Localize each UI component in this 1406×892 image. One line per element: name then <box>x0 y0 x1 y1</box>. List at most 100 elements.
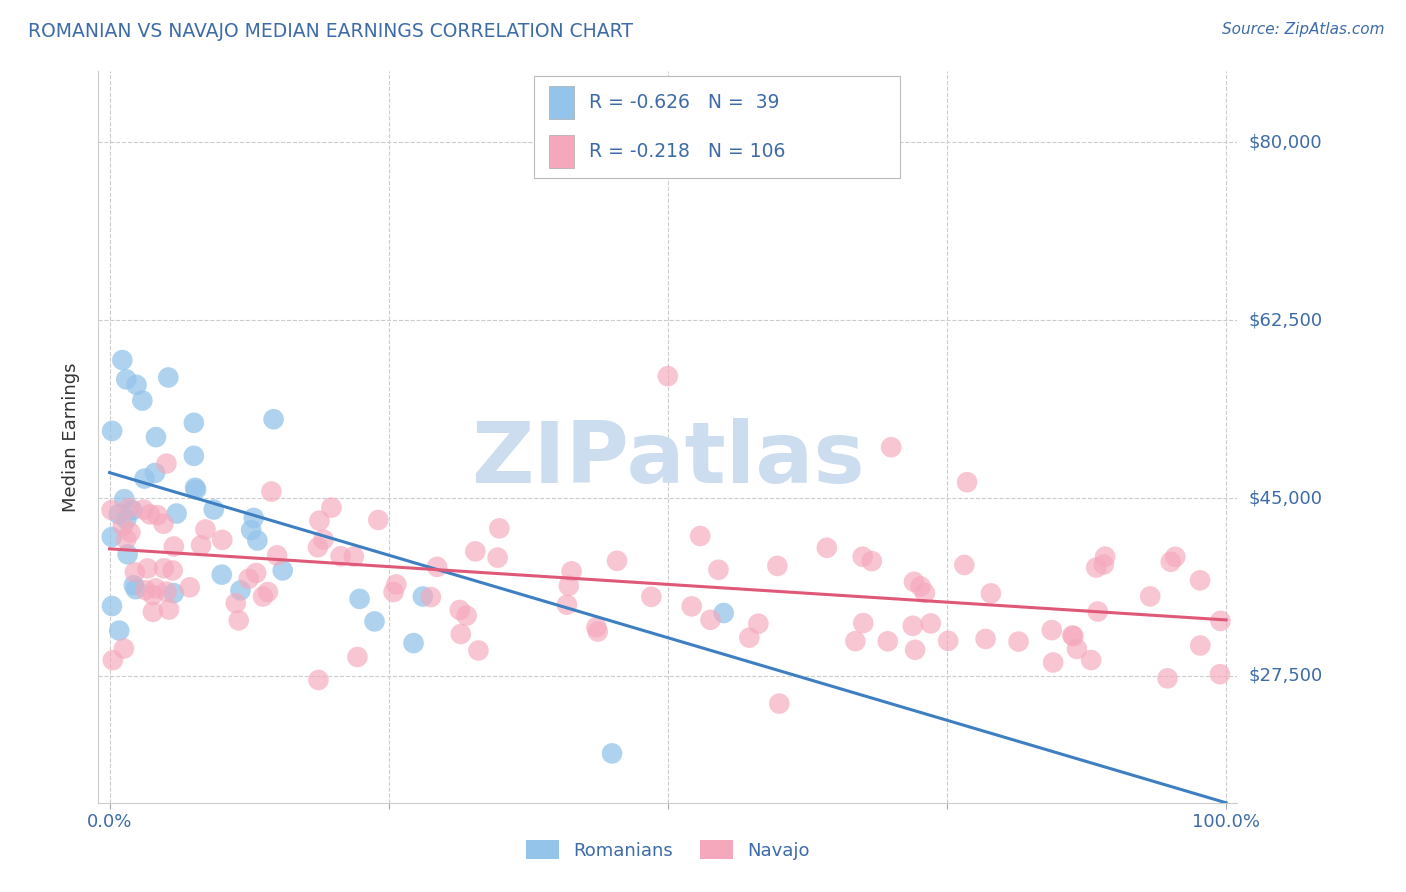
Point <box>561 564 583 578</box>
Text: Source: ZipAtlas.com: Source: ZipAtlas.com <box>1222 22 1385 37</box>
Point <box>956 475 979 490</box>
Point <box>145 582 167 596</box>
Point <box>211 533 233 547</box>
Point <box>880 440 903 454</box>
Point <box>132 502 155 516</box>
Point <box>449 603 471 617</box>
Point <box>456 608 478 623</box>
Point <box>263 412 285 426</box>
Point <box>689 529 711 543</box>
Point <box>1087 605 1109 619</box>
Point <box>153 561 176 575</box>
Point <box>125 582 148 596</box>
Y-axis label: Median Earnings: Median Earnings <box>62 362 80 512</box>
Point <box>1164 549 1187 564</box>
FancyBboxPatch shape <box>548 136 575 168</box>
Point <box>1062 629 1084 643</box>
Point <box>768 697 790 711</box>
Point <box>108 624 131 638</box>
Point <box>1066 641 1088 656</box>
Point <box>101 424 124 438</box>
Point <box>321 500 343 515</box>
Point <box>1156 671 1178 685</box>
Point <box>343 549 366 564</box>
Point <box>852 615 875 630</box>
Point <box>910 579 932 593</box>
Point <box>242 511 264 525</box>
Point <box>122 578 145 592</box>
Point <box>225 596 247 610</box>
Point <box>903 574 925 589</box>
Point <box>157 370 180 384</box>
Point <box>606 554 628 568</box>
Point <box>257 585 280 599</box>
Point <box>426 559 449 574</box>
Point <box>329 549 352 564</box>
Point <box>111 519 134 533</box>
Point <box>738 631 761 645</box>
Point <box>920 616 942 631</box>
Point <box>382 585 405 599</box>
Point <box>190 538 212 552</box>
Point <box>876 634 898 648</box>
Point <box>585 620 607 634</box>
Point <box>367 513 389 527</box>
Point <box>766 558 789 573</box>
Point <box>936 633 959 648</box>
Point <box>142 588 165 602</box>
Point <box>1189 574 1212 588</box>
Point <box>699 613 721 627</box>
Point <box>202 502 225 516</box>
Point <box>238 572 260 586</box>
Point <box>586 624 609 639</box>
Text: ZIPatlas: ZIPatlas <box>471 417 865 500</box>
Point <box>115 372 138 386</box>
Point <box>1209 614 1232 628</box>
Legend: Romanians, Navajo: Romanians, Navajo <box>519 832 817 867</box>
Point <box>131 393 153 408</box>
Point <box>600 747 623 761</box>
Point <box>450 627 472 641</box>
Point <box>363 615 385 629</box>
Point <box>1007 634 1029 648</box>
Text: $62,500: $62,500 <box>1249 311 1323 329</box>
Point <box>155 584 177 599</box>
Point <box>155 457 177 471</box>
Point <box>901 619 924 633</box>
FancyBboxPatch shape <box>534 76 900 178</box>
Point <box>747 616 769 631</box>
Point <box>953 558 976 572</box>
Point <box>183 449 205 463</box>
Text: R = -0.626   N =  39: R = -0.626 N = 39 <box>589 93 779 112</box>
Point <box>1092 558 1115 572</box>
Point <box>162 564 184 578</box>
Point <box>312 533 335 547</box>
Point <box>163 540 186 554</box>
Point <box>184 481 207 495</box>
Point <box>844 634 866 648</box>
Point <box>467 643 489 657</box>
Point <box>134 472 156 486</box>
Point <box>1160 555 1182 569</box>
Point <box>914 586 936 600</box>
Point <box>385 577 408 591</box>
Point <box>107 508 129 522</box>
FancyBboxPatch shape <box>548 87 575 119</box>
Point <box>860 554 883 568</box>
Point <box>183 416 205 430</box>
Point <box>657 369 679 384</box>
Point <box>307 541 329 555</box>
Point <box>101 653 124 667</box>
Point <box>1085 560 1108 574</box>
Point <box>100 503 122 517</box>
Point <box>120 525 142 540</box>
Point <box>124 566 146 580</box>
Point <box>558 579 581 593</box>
Point <box>252 590 274 604</box>
Point <box>112 492 135 507</box>
Point <box>152 516 174 531</box>
Point <box>266 549 288 563</box>
Point <box>112 641 135 656</box>
Text: $45,000: $45,000 <box>1249 489 1323 507</box>
Point <box>115 533 138 547</box>
